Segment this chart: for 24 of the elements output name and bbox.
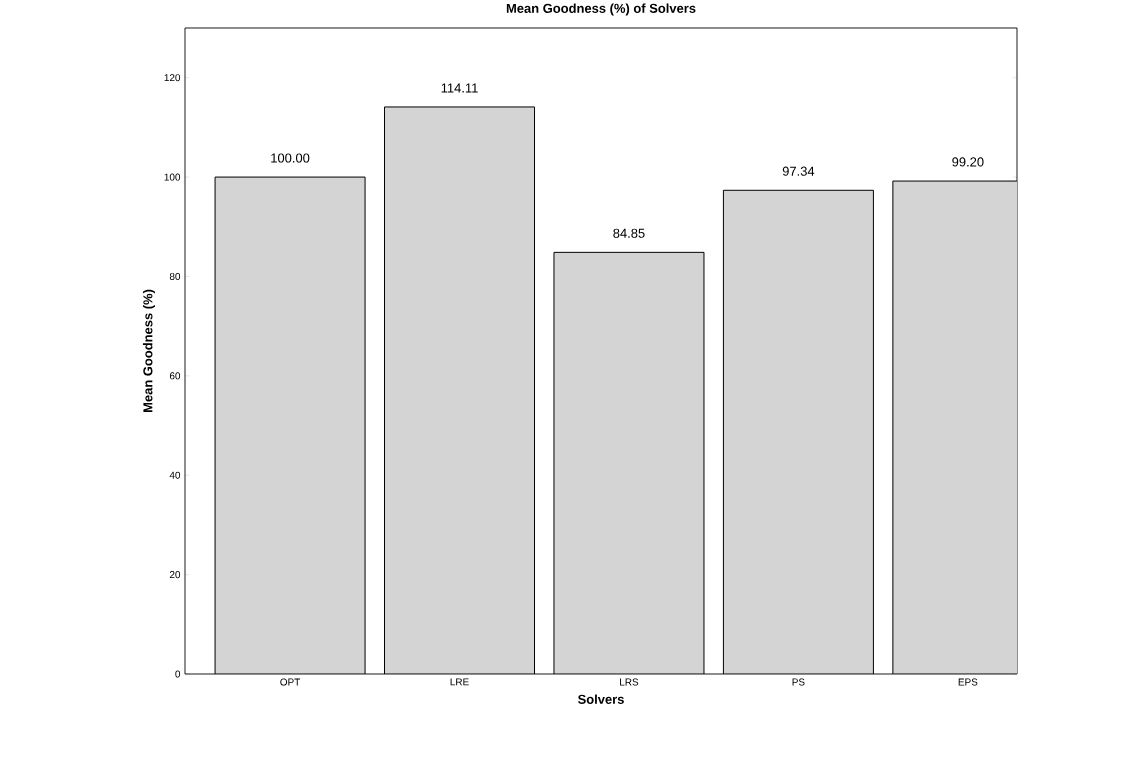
x-tick-label: PS — [792, 678, 805, 686]
data-label: 114.11 — [441, 83, 478, 93]
x-tick-label: LRE — [450, 678, 469, 686]
x-tick-label: EPS — [958, 678, 978, 686]
y-tick-label: 0 — [175, 670, 181, 678]
x-tick-label: OPT — [280, 678, 301, 686]
y-tick-label: 120 — [164, 74, 181, 82]
bar — [723, 190, 874, 674]
y-tick-label: 80 — [169, 272, 181, 280]
y-tick-label: 20 — [169, 571, 181, 579]
chart-title: Mean Goodness (%) of Solvers — [506, 3, 696, 16]
y-tick-label: 100 — [164, 173, 181, 181]
data-label: 99.20 — [952, 157, 984, 167]
bar — [384, 106, 535, 674]
bar — [553, 252, 704, 674]
data-label: 97.34 — [782, 166, 815, 176]
bar — [215, 177, 366, 674]
y-tick-label: 40 — [169, 471, 181, 479]
x-axis-title: Solvers — [577, 694, 624, 704]
data-label: 84.85 — [613, 228, 645, 238]
y-axis-title: Mean Goodness (%) — [142, 289, 156, 413]
data-label: 100.00 — [271, 153, 310, 163]
x-tick-label: LRS — [620, 678, 639, 686]
y-tick-label: 60 — [169, 372, 181, 380]
